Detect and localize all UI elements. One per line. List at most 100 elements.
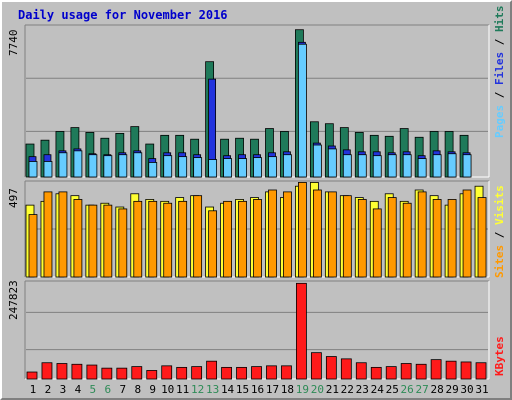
kbytes-bar — [281, 365, 292, 380]
x-axis-day-label: 24 — [371, 383, 385, 396]
pages-bar — [402, 154, 412, 178]
x-axis-day-label: 30 — [460, 383, 473, 396]
sites-bar — [103, 204, 113, 278]
kbytes-bar — [430, 359, 442, 380]
sites-bar — [432, 199, 442, 278]
pages-bar — [462, 154, 472, 178]
x-axis-day-label: 20 — [311, 383, 324, 396]
x-axis-day-label: 1 — [30, 383, 37, 396]
x-axis-day-label: 15 — [236, 383, 249, 396]
x-axis-day-label: 7 — [119, 383, 126, 396]
sites-bar — [357, 199, 367, 278]
pages-bar — [88, 154, 98, 178]
pages-bar — [223, 158, 232, 178]
x-axis-day-label: 18 — [281, 383, 294, 396]
x-axis-day-label: 6 — [105, 383, 112, 396]
pages-bar — [268, 156, 277, 178]
sites-bar — [148, 200, 158, 278]
kbytes-bar — [310, 352, 322, 380]
sites-bar — [133, 200, 143, 278]
pages-bar — [312, 144, 322, 178]
x-axis-day-label: 31 — [475, 383, 488, 396]
x-axis-day-label: 4 — [75, 383, 82, 396]
pages-bar — [432, 154, 442, 178]
x-axis-day-label: 8 — [134, 383, 141, 396]
pages-bar — [238, 158, 247, 178]
kbytes-bar — [251, 366, 262, 380]
pages-bar — [387, 154, 397, 178]
sites-bar — [238, 200, 247, 278]
x-axis-day-label: 9 — [149, 383, 156, 396]
pages-bar — [118, 154, 128, 178]
sites-bar — [223, 200, 232, 278]
kbytes-bar — [370, 366, 382, 380]
kbytes-bar — [101, 367, 113, 380]
kbytes-bar — [161, 365, 173, 380]
pages-bar — [163, 155, 173, 178]
chart-title: Daily usage for November 2016 — [18, 8, 228, 22]
x-axis-day-label: 17 — [266, 383, 279, 396]
x-axis-day-label: 23 — [356, 383, 369, 396]
sites-bar — [28, 214, 38, 278]
sites-bar — [342, 195, 352, 278]
sites-bar — [208, 210, 218, 278]
sites-bar — [58, 191, 68, 278]
sites-bar — [163, 202, 173, 278]
kbytes-bar — [116, 367, 128, 380]
x-axis-day-label: 5 — [90, 383, 97, 396]
pages-bar — [208, 159, 218, 178]
x-axis-day-label: 12 — [191, 383, 204, 396]
x-axis-day-label: 14 — [221, 383, 235, 396]
x-axis-day-label: 19 — [296, 383, 309, 396]
sites-bar — [193, 195, 203, 278]
kbytes-plot-area — [25, 281, 489, 379]
pages-bar — [447, 153, 457, 178]
x-axis-day-label: 27 — [416, 383, 429, 396]
pages-bar — [43, 161, 53, 178]
x-axis-day-label: 13 — [206, 383, 219, 396]
x-axis-day-label: 10 — [161, 383, 174, 396]
x-axis-day-label: 3 — [60, 383, 67, 396]
sites-bar — [178, 200, 188, 278]
pages-bar — [178, 156, 188, 178]
sites-bar — [283, 191, 292, 278]
kbytes-bar — [266, 365, 277, 380]
kbytes-bar — [445, 360, 457, 380]
sites-bar — [118, 208, 128, 278]
x-axis-day-label: 2 — [45, 383, 52, 396]
x-axis-day-label: 11 — [176, 383, 189, 396]
pages-bar — [372, 155, 382, 178]
kbytes-bar — [206, 360, 218, 380]
pages-bar — [327, 148, 337, 178]
sites-bar — [298, 182, 307, 278]
pages-bar — [73, 150, 83, 178]
x-axis-day-label: 22 — [341, 383, 354, 396]
sites-bar — [88, 204, 98, 278]
x-axis-day-label: 25 — [386, 383, 399, 396]
kbytes-bar — [475, 362, 487, 380]
kbytes-bar — [131, 366, 143, 380]
kbytes-bar — [415, 363, 427, 380]
pages-bar — [28, 161, 38, 178]
kbytes-bar — [146, 370, 158, 380]
kbytes-bar — [56, 363, 68, 380]
kbytes-bar — [191, 366, 203, 380]
pages-bar — [103, 155, 113, 178]
pages-bar — [357, 154, 367, 178]
kbytes-bar — [86, 364, 98, 380]
sites-bar — [402, 202, 412, 278]
x-axis-day-label: 26 — [401, 383, 414, 396]
sites-bar — [387, 197, 397, 278]
sites-bar — [253, 199, 262, 278]
pages-bar — [342, 154, 352, 178]
sites-bar — [327, 191, 337, 278]
kbytes-bar — [41, 362, 53, 380]
pages-bar — [58, 152, 68, 178]
sites-bar — [43, 191, 53, 278]
sites-bar — [447, 199, 457, 278]
pages-bar — [253, 157, 262, 178]
kbytes-bar — [460, 361, 472, 380]
kbytes-bar — [296, 282, 307, 380]
sites-bar — [73, 199, 83, 278]
